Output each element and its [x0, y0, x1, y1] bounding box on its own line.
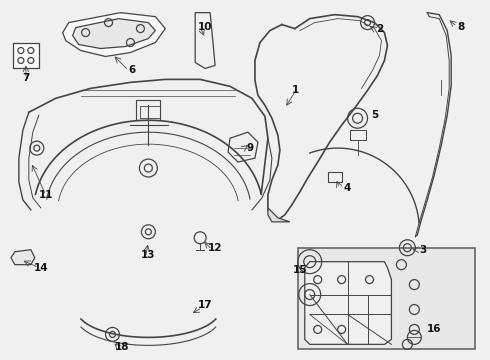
Text: 18: 18: [115, 342, 130, 352]
Text: 10: 10: [198, 22, 212, 32]
Bar: [136, 100, 160, 120]
Text: 14: 14: [33, 263, 48, 273]
Text: 5: 5: [371, 110, 378, 120]
Text: 4: 4: [344, 183, 351, 193]
Polygon shape: [11, 250, 35, 265]
Bar: [349, 130, 366, 140]
Polygon shape: [305, 262, 392, 345]
Text: 3: 3: [419, 245, 427, 255]
Polygon shape: [13, 42, 39, 68]
Text: 6: 6: [129, 66, 136, 76]
Polygon shape: [228, 132, 258, 162]
Text: 1: 1: [292, 85, 299, 95]
Text: 17: 17: [198, 300, 213, 310]
Text: 9: 9: [246, 143, 253, 153]
Text: 13: 13: [141, 250, 156, 260]
Polygon shape: [63, 13, 165, 57]
Text: 8: 8: [458, 22, 465, 32]
Polygon shape: [195, 13, 215, 68]
Bar: [328, 172, 342, 182]
Text: 2: 2: [376, 24, 383, 33]
Bar: [298, 248, 475, 349]
Text: 12: 12: [208, 243, 222, 253]
Polygon shape: [73, 19, 155, 49]
Text: 7: 7: [22, 73, 29, 84]
Text: 11: 11: [39, 190, 53, 200]
Polygon shape: [268, 208, 290, 222]
Text: 16: 16: [427, 324, 441, 334]
Text: 15: 15: [293, 265, 307, 275]
